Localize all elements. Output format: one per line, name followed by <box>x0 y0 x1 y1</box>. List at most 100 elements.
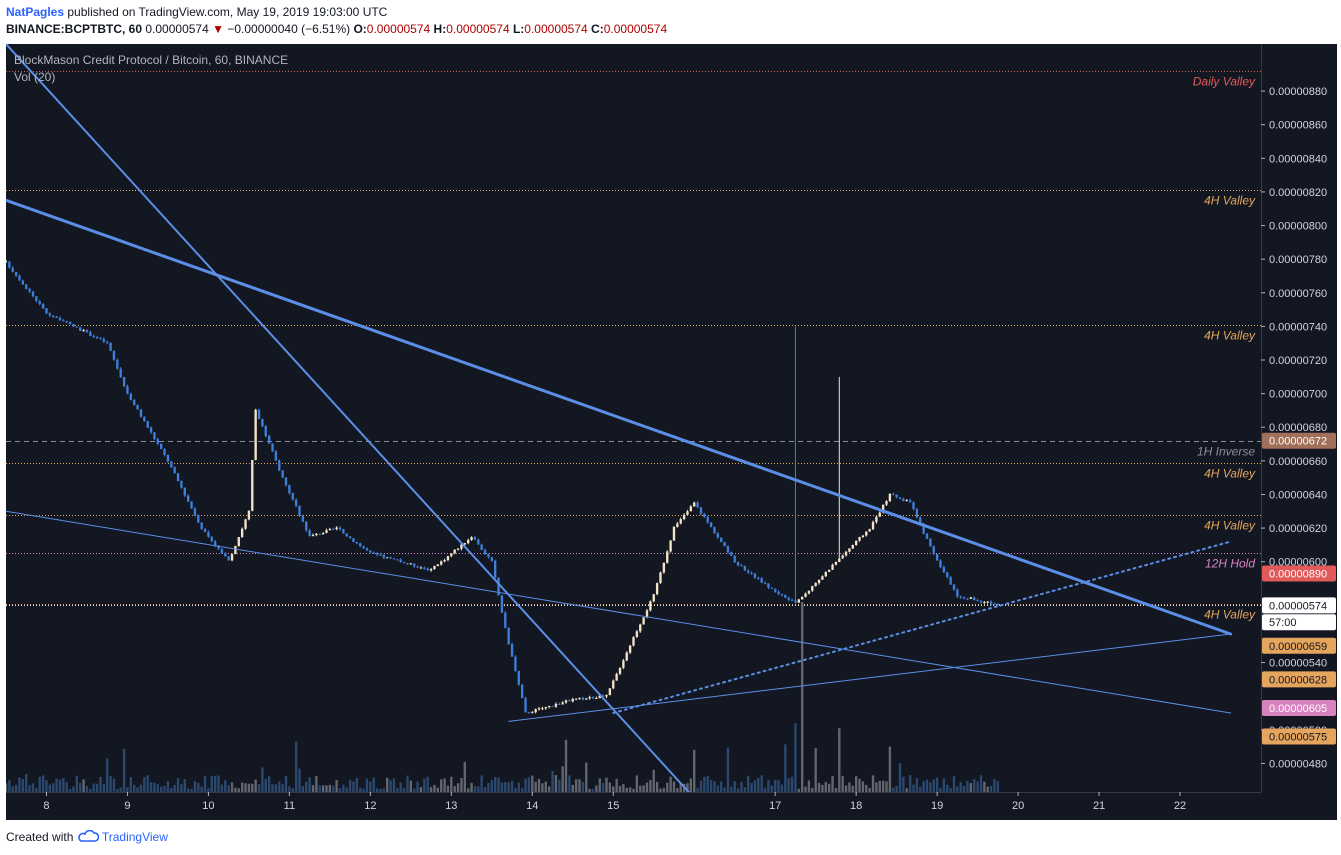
volume-bar <box>925 779 929 792</box>
chart-panel[interactable]: Daily Valley 4H Valley 4H Valley 1H Inverse… <box>4 43 1337 844</box>
candle-body <box>72 323 75 327</box>
time-axis[interactable]: 8 9 10 11 12 13 14 15 17 18 19 20 21 22 <box>6 792 1337 820</box>
candle-body <box>328 529 332 531</box>
volume-bar <box>659 788 662 792</box>
candle-body <box>983 602 986 604</box>
candle-body <box>345 533 348 537</box>
volume-bar <box>817 782 821 792</box>
volume-bar <box>571 784 574 792</box>
candle-body <box>618 667 622 674</box>
volume-bar <box>716 785 720 792</box>
candle-body <box>885 501 888 505</box>
candle-body <box>794 600 797 603</box>
candle-body <box>342 529 345 534</box>
price-tag-bg-1 <box>1262 565 1336 582</box>
candle-body <box>14 271 18 276</box>
volume-bar <box>723 787 726 792</box>
volume-bar <box>122 748 126 792</box>
volume-bar <box>875 782 878 792</box>
volume-bar <box>767 779 770 792</box>
volume-bar <box>784 744 787 792</box>
candle-body <box>460 544 463 549</box>
candle-body <box>477 539 480 545</box>
volume-bar <box>676 788 679 792</box>
candle-body <box>966 598 969 600</box>
volume-bar <box>753 780 757 792</box>
volume-bar <box>507 782 510 792</box>
candle-body <box>450 553 453 557</box>
candle-body <box>608 688 612 696</box>
author-link[interactable]: NatPagles <box>6 5 65 19</box>
volume-bar <box>224 780 227 792</box>
level-label-1: 4H Valley <box>1204 194 1256 208</box>
level-labels: Daily Valley 4H Valley 4H Valley 1H Inverse… <box>1193 75 1256 622</box>
volume-bar <box>564 739 568 792</box>
candle-body <box>65 321 68 323</box>
price-axis-bg <box>1261 44 1337 820</box>
chart-legend-title: BlockMason Credit Protocol / Bitcoin, 60… <box>14 53 288 67</box>
level-lines <box>6 71 1261 606</box>
volume-bar <box>467 788 470 792</box>
candle-body <box>224 553 227 557</box>
candle-body <box>52 315 55 317</box>
volume-bar <box>267 776 271 792</box>
trendlines[interactable] <box>4 43 1233 844</box>
price-axis[interactable]: 0.00000880 0.00000860 0.00000840 0.00000820… <box>1261 44 1337 820</box>
candle-body <box>669 540 672 552</box>
candle-body <box>369 550 372 553</box>
volume-legend: Vol (20) <box>14 70 55 84</box>
volume-bar <box>581 782 585 792</box>
candle-body <box>895 494 898 498</box>
candle-body <box>804 593 807 597</box>
candle-body <box>25 284 28 289</box>
volume-bar <box>274 784 278 792</box>
candle-body <box>581 697 585 700</box>
time-tick-label-4: 12 <box>364 800 376 812</box>
volume-bar <box>666 782 669 792</box>
candle-body <box>517 670 520 685</box>
volume-bar <box>689 778 693 792</box>
candle-body <box>723 541 726 547</box>
candle-body <box>730 552 733 556</box>
volume-bar <box>652 769 655 792</box>
volume-bar <box>119 787 122 792</box>
low-value: 0.00000574 <box>524 22 588 36</box>
volume-bar <box>763 787 767 792</box>
volume-bar <box>905 788 908 792</box>
candle-body <box>261 419 264 427</box>
volume-bar <box>483 787 487 792</box>
volume-bar <box>487 783 490 792</box>
price-tick-label-4: 0.00000800 <box>1269 221 1327 233</box>
candle-body <box>726 546 730 553</box>
volume-bar <box>561 766 564 792</box>
candle-body <box>119 368 122 378</box>
candle-body <box>628 645 632 653</box>
volume-bar <box>919 786 922 792</box>
price-tag-1: 0.00000890 <box>1269 568 1327 580</box>
time-tick-label-9: 18 <box>850 800 862 812</box>
volume-bar <box>973 779 976 792</box>
candle-body <box>446 556 450 561</box>
candle-body <box>136 405 139 410</box>
candle-body <box>574 698 578 700</box>
volume-bar <box>193 781 197 792</box>
candle-body <box>89 332 92 337</box>
volume-bar <box>831 775 834 792</box>
high-label: H: <box>433 22 447 36</box>
candle-body <box>787 597 790 600</box>
candle-body <box>571 698 574 702</box>
candle-body <box>831 564 834 570</box>
volume-bar <box>497 777 500 792</box>
candle-body <box>281 470 284 478</box>
candle-body <box>824 571 827 577</box>
price-chart[interactable]: Daily Valley 4H Valley 4H Valley 1H Inverse… <box>4 43 1337 844</box>
high-value: 0.00000574 <box>446 22 510 36</box>
time-tick-label-6: 14 <box>526 800 538 812</box>
candle-body <box>689 506 693 512</box>
candle-body <box>551 706 554 708</box>
tradingview-link[interactable]: TradingView <box>101 830 168 844</box>
volume-bar <box>409 780 413 792</box>
open-label: O: <box>353 22 367 36</box>
volume-bar <box>18 777 21 792</box>
volume-bar <box>801 602 804 792</box>
